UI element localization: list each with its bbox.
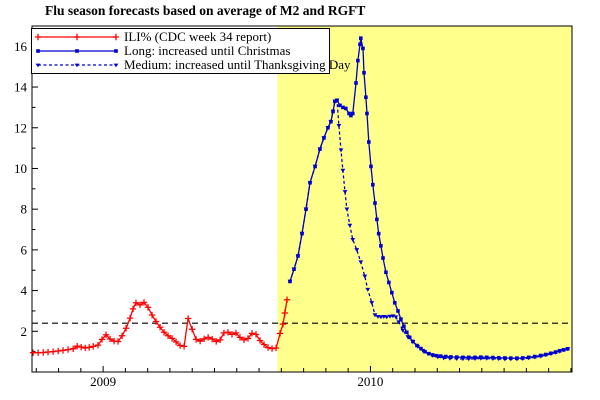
- legend-line-long-sample: [36, 49, 118, 53]
- legend-line-ili-sample: [35, 33, 119, 41]
- square-marker-icon: [36, 49, 118, 53]
- x-axis-ticks: [35, 366, 572, 372]
- legend-item-long: Long: increased until Christmas: [35, 44, 327, 58]
- forecast-region: [277, 26, 572, 372]
- x-tick-label-2009: 2009: [90, 374, 116, 389]
- x-tick-label-2010: 2010: [357, 374, 383, 389]
- y-tick-label-12: 12: [14, 120, 27, 135]
- legend-label-long: Long: increased until Christmas: [124, 43, 291, 58]
- y-tick-label-2: 2: [21, 324, 28, 339]
- y-tick-label-6: 6: [21, 242, 28, 257]
- legend: ILI% (CDC week 34 report) Long: increase…: [31, 28, 351, 74]
- series-medium-markers: [287, 98, 571, 362]
- legend-item-ili: ILI% (CDC week 34 report): [35, 30, 327, 44]
- y-axis-labels: 2 4 6 8 10 12 14 16: [14, 39, 28, 339]
- chart-title: Flu season forecasts based on average of…: [45, 3, 366, 18]
- triangle-marker-icon: [35, 63, 119, 68]
- y-axis-ticks: [32, 25, 38, 353]
- legend-label-ili: ILI% (CDC week 34 report): [124, 29, 272, 44]
- plot-frame: [31, 25, 573, 373]
- legend-item-medium: Medium: increased until Thanksgiving Day: [35, 58, 351, 72]
- y-tick-label-8: 8: [21, 202, 28, 217]
- x-axis-labels: 2009 2010: [90, 374, 383, 389]
- series-medium: [287, 98, 571, 362]
- series-ili-markers: [29, 296, 291, 356]
- legend-label-medium: Medium: increased until Thanksgiving Day: [124, 57, 351, 72]
- legend-line-medium-sample: [35, 63, 119, 68]
- plus-marker-icon: [35, 33, 119, 41]
- y-tick-label-16: 16: [14, 39, 28, 54]
- series-ili: [29, 296, 291, 356]
- y-tick-label-10: 10: [14, 161, 27, 176]
- y-tick-label-4: 4: [21, 283, 28, 298]
- y-tick-label-14: 14: [14, 80, 28, 95]
